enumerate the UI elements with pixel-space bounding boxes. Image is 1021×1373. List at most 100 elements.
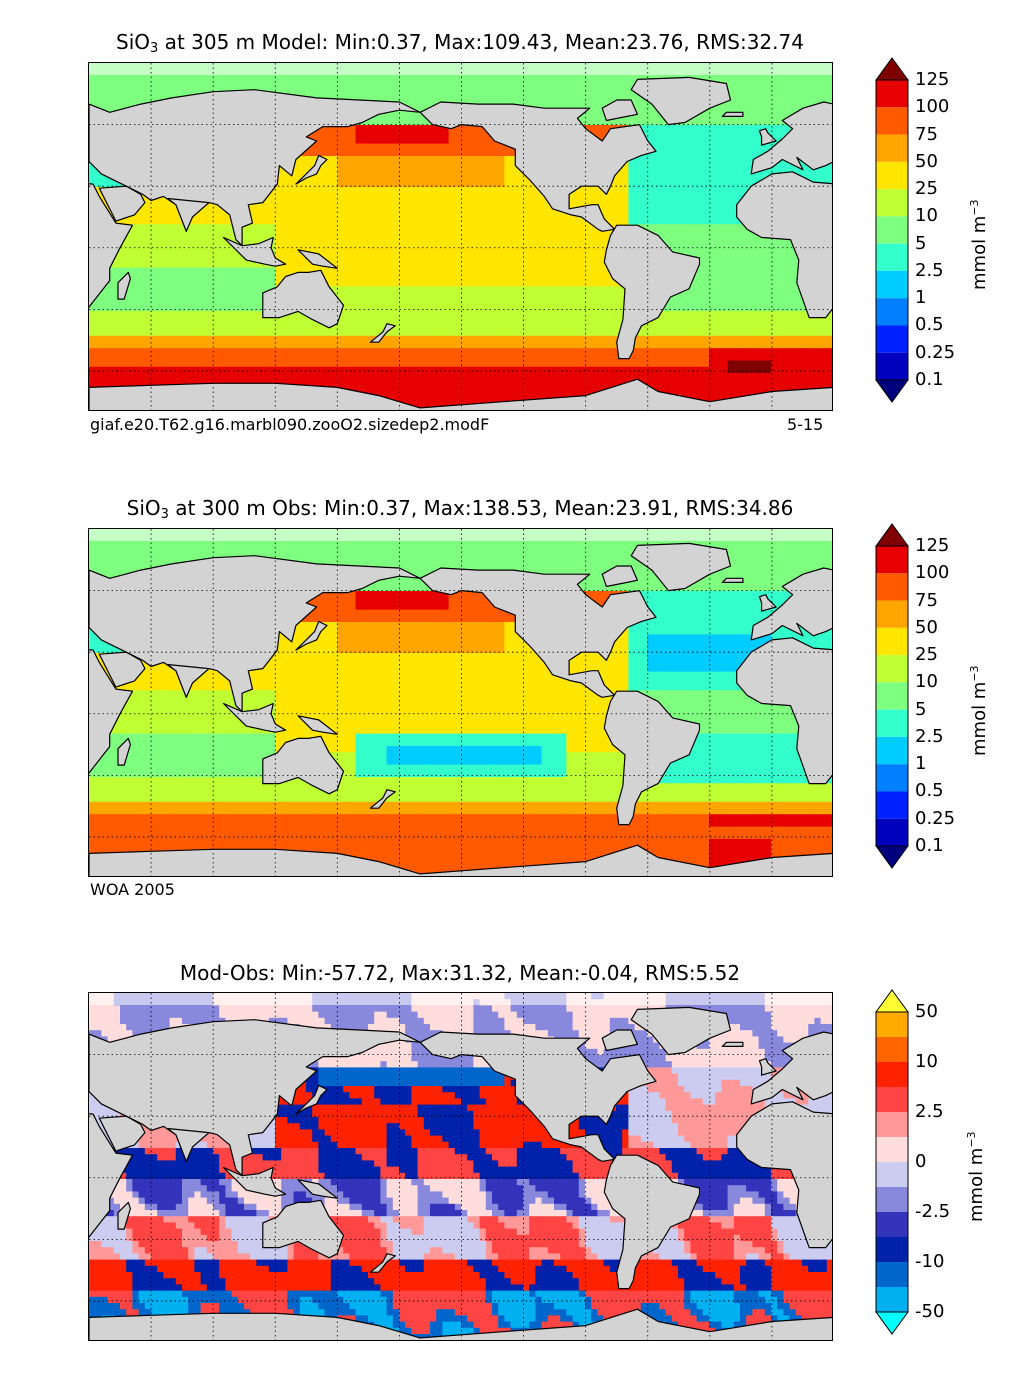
field-cell <box>281 205 288 213</box>
field-cell <box>498 218 505 225</box>
field-cell <box>591 323 598 330</box>
field-cell <box>541 242 549 250</box>
field-cell <box>597 261 604 268</box>
field-cell <box>392 379 400 386</box>
field-cell <box>616 199 623 206</box>
field-cell <box>237 304 245 312</box>
field-cell <box>244 366 251 374</box>
field-cell <box>603 335 611 343</box>
field-cell <box>585 286 592 293</box>
field-cell <box>423 391 431 399</box>
field-cell <box>535 311 542 318</box>
field-cell <box>337 205 344 213</box>
field-cell <box>368 94 375 101</box>
field-cell <box>294 410 301 411</box>
field-cell <box>591 100 598 107</box>
field-cell <box>560 410 567 411</box>
field-cell <box>250 218 257 225</box>
field-cell <box>579 410 586 411</box>
field-cell <box>442 94 449 101</box>
field-cell <box>213 379 220 386</box>
field-cell <box>262 211 270 219</box>
field-cell <box>597 335 604 343</box>
field-cell <box>560 311 567 318</box>
field-cell <box>572 354 580 361</box>
field-cell <box>368 205 375 213</box>
field-cell <box>399 137 406 144</box>
field-cell <box>287 230 294 237</box>
field-cell <box>275 224 282 231</box>
field-cell <box>219 323 226 330</box>
field-cell <box>349 366 356 374</box>
field-cell <box>194 75 201 82</box>
field-cell <box>454 230 462 237</box>
field-cell <box>306 335 313 343</box>
field-cell <box>120 360 127 368</box>
field-cell <box>392 273 400 281</box>
field-cell <box>268 205 276 213</box>
field-cell <box>324 75 332 82</box>
field-cell <box>349 236 356 244</box>
field-cell <box>114 410 121 411</box>
field-cell <box>442 168 449 175</box>
field-cell <box>330 286 338 293</box>
field-cell <box>287 224 294 231</box>
field-cell <box>616 360 623 368</box>
field-cell <box>299 354 307 361</box>
field-cell <box>529 236 536 244</box>
field-cell <box>585 292 592 299</box>
field-cell <box>231 292 239 299</box>
field-cell <box>485 81 493 89</box>
field-cell <box>454 373 462 380</box>
field-cell <box>355 162 363 169</box>
field-cell <box>349 348 356 355</box>
field-cell <box>609 205 617 213</box>
field-cell <box>572 311 580 318</box>
field-cell <box>368 199 375 206</box>
field-cell <box>405 118 412 126</box>
field-cell <box>337 366 344 374</box>
field-cell <box>213 236 220 244</box>
field-cell <box>368 311 375 318</box>
field-cell <box>107 379 115 386</box>
field-cell <box>318 354 325 361</box>
field-cell <box>132 298 139 306</box>
field-cell <box>169 311 177 318</box>
field-cell <box>194 292 201 299</box>
field-cell <box>343 255 350 262</box>
field-cell <box>448 385 456 392</box>
field-cell <box>281 323 288 330</box>
field-cell <box>188 87 195 95</box>
field-cell <box>529 199 536 206</box>
field-cell <box>157 335 164 343</box>
field-cell <box>591 410 598 411</box>
field-cell <box>430 156 437 163</box>
field-cell <box>287 335 294 343</box>
field-cell <box>299 379 307 386</box>
field-cell <box>430 100 437 107</box>
field-cell <box>529 410 536 411</box>
field-cell <box>423 131 431 138</box>
field-cell <box>479 218 487 225</box>
field-cell <box>529 379 536 386</box>
field-cell <box>578 87 586 95</box>
field-cell <box>423 218 431 225</box>
field-cell <box>95 317 102 324</box>
field-cell <box>423 174 431 182</box>
field-cell <box>157 410 164 411</box>
field-cell <box>200 335 208 343</box>
field-cell <box>361 211 369 219</box>
field-cell <box>318 242 325 250</box>
field-cell <box>417 100 425 107</box>
field-cell <box>560 224 567 231</box>
field-cell <box>411 156 418 163</box>
field-cell <box>343 187 350 194</box>
field-cell <box>523 298 530 306</box>
field-cell <box>318 193 325 200</box>
field-cell <box>361 125 369 132</box>
field-cell <box>591 230 598 237</box>
field-cell <box>244 273 251 281</box>
field-cell <box>609 211 617 219</box>
field-cell <box>386 249 394 256</box>
field-cell <box>392 323 400 330</box>
